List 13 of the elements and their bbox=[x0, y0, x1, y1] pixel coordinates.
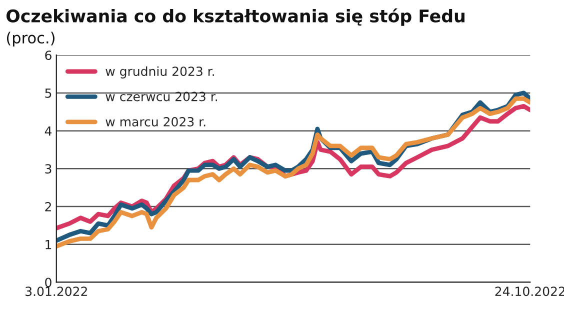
y-tick-label: 2 bbox=[45, 202, 51, 212]
y-tick-label: 5 bbox=[45, 88, 52, 98]
y-tick-label: 3 bbox=[45, 164, 52, 174]
y-tick-label: 1 bbox=[46, 240, 52, 250]
legend-label: w marcu 2023 r. bbox=[106, 117, 206, 126]
chart-subtitle: (proc.) bbox=[6, 32, 54, 47]
x-tick-label: 3.01.2022 bbox=[26, 286, 87, 296]
chart-title: Oczekiwania co do kształtowania się stóp Fedu bbox=[6, 8, 464, 26]
legend-label: w grudniu 2023 r. bbox=[106, 66, 214, 78]
y-tick-label: 4 bbox=[44, 126, 52, 136]
y-tick-label: 6 bbox=[45, 50, 52, 60]
y-tick-label: 0 bbox=[45, 278, 52, 288]
legend-label: w czerwcu 2023 r. bbox=[106, 92, 218, 102]
